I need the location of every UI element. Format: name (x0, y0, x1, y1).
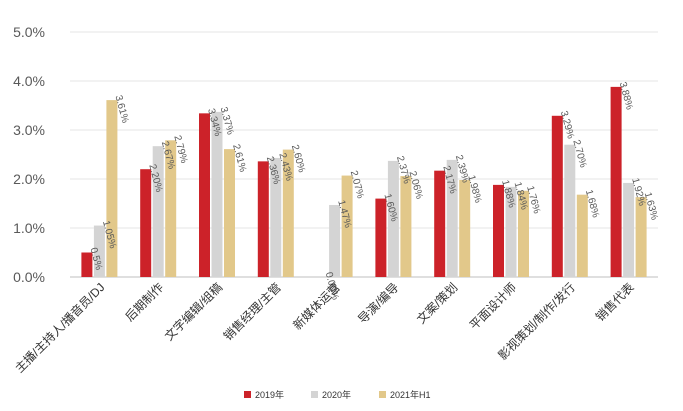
bar (505, 186, 517, 277)
y-tick-label: 2.0% (13, 171, 45, 187)
category-label: 平面设计师 (467, 280, 519, 332)
bar (387, 160, 399, 277)
y-tick-label: 0.0% (13, 269, 45, 285)
bar (400, 176, 412, 277)
y-tick-label: 1.0% (13, 220, 45, 236)
bar (329, 204, 341, 277)
bar (459, 179, 471, 277)
bar (576, 194, 588, 277)
bar (341, 175, 353, 277)
legend-label: 2020年 (322, 389, 351, 400)
bars (81, 86, 647, 278)
legend-label: 2019年 (255, 389, 284, 400)
bar (518, 190, 529, 277)
bar (270, 157, 282, 277)
bar (224, 149, 235, 277)
bar (106, 100, 118, 277)
bar (165, 140, 177, 277)
category-label: 新媒体运营 (290, 280, 343, 333)
y-tick-label: 3.0% (13, 122, 45, 138)
category-label: 导演/编导 (355, 280, 402, 327)
bar (211, 111, 223, 278)
bar (635, 197, 647, 277)
legend-swatch (379, 391, 386, 398)
legend-label: 2021年H1 (390, 389, 431, 400)
category-label: 后期制作 (122, 280, 166, 324)
bar (81, 252, 93, 277)
legend-swatch (311, 391, 318, 398)
y-tick-label: 4.0% (13, 73, 45, 89)
category-label: 文案/策划 (413, 280, 460, 327)
bar (282, 149, 294, 277)
y-axis: 0.0% 1.0% 2.0% 3.0% 4.0% 5.0% (13, 24, 45, 285)
bar (446, 159, 458, 277)
category-label: 销售经理/主管 (220, 280, 284, 344)
bar (140, 169, 152, 277)
bar (434, 170, 446, 277)
y-tick-label: 5.0% (13, 24, 45, 40)
bar (610, 86, 622, 277)
bar (152, 146, 164, 277)
category-label: 文字编辑/组稿 (161, 280, 225, 344)
bar (93, 225, 105, 277)
legend-swatch (244, 391, 251, 398)
bar (493, 184, 504, 277)
bar (257, 161, 269, 277)
category-label: 销售代表 (592, 280, 637, 325)
bar (375, 198, 387, 277)
category-label: 主播/主持人/播音员/DJ (12, 280, 108, 376)
bar (551, 115, 563, 277)
legend: 2019年 2020年 2021年H1 (244, 389, 431, 400)
bar (564, 144, 576, 277)
bar (623, 182, 635, 277)
bar (199, 113, 210, 277)
